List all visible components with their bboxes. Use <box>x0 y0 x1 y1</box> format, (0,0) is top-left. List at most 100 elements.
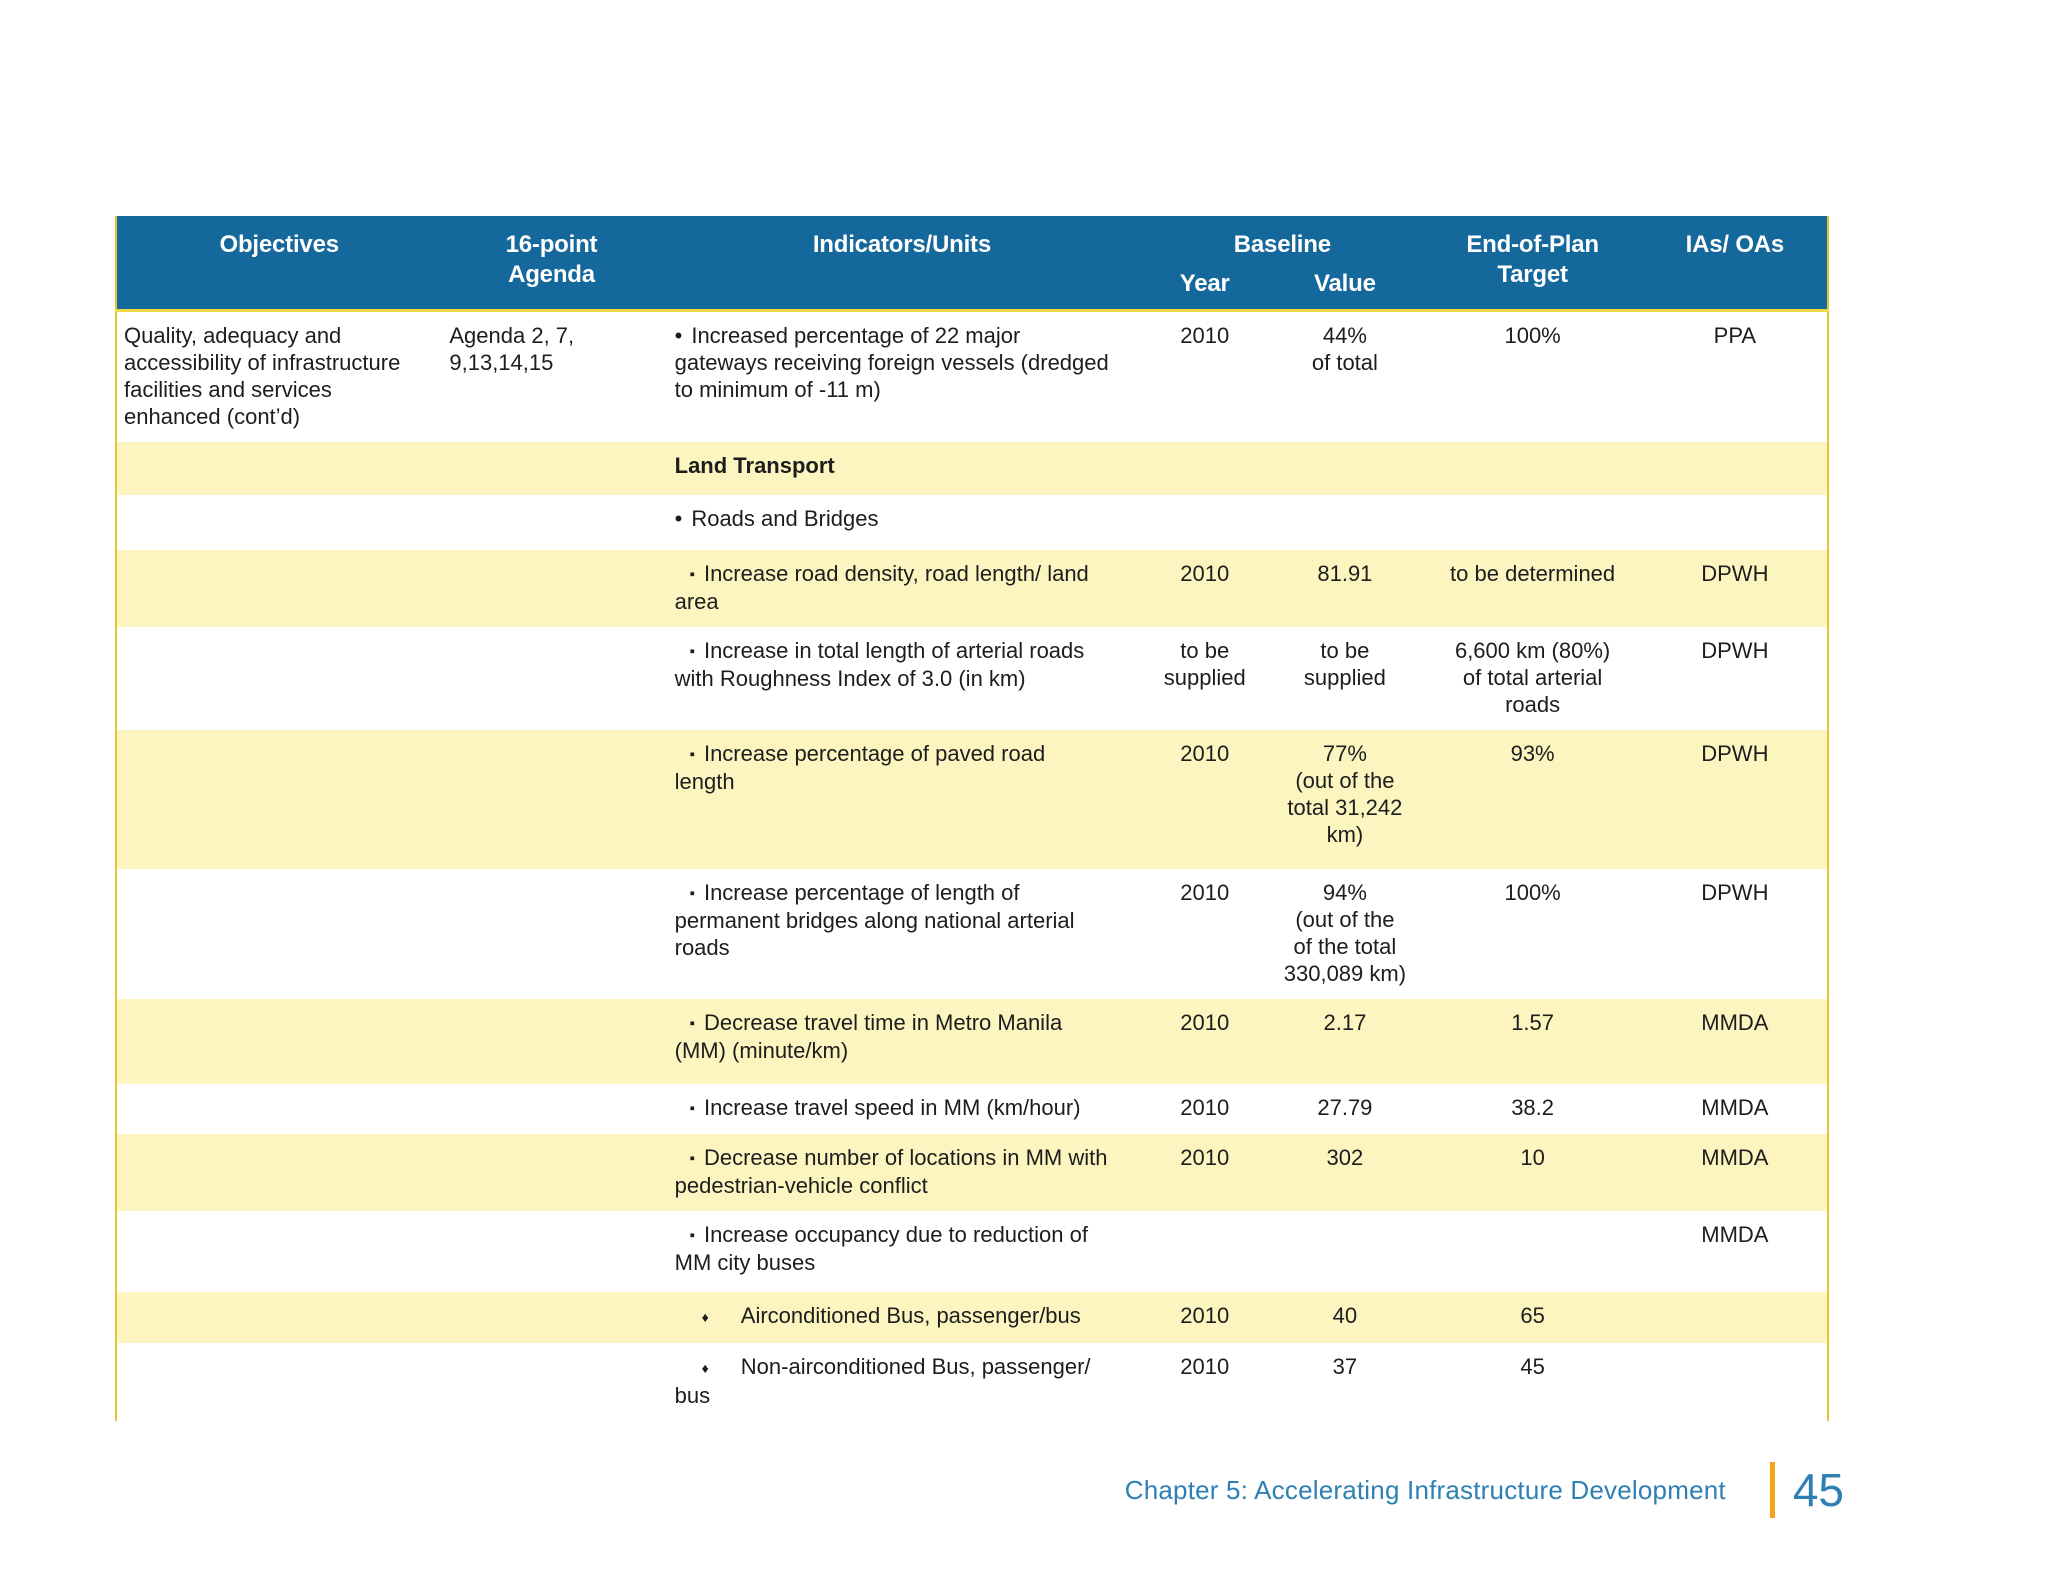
page-number: 45 <box>1792 1464 1844 1516</box>
indicator-cell: ▪ Increase road density, road length/ lan… <box>661 549 1143 627</box>
agenda-cell <box>441 626 662 730</box>
value-cell <box>1267 494 1423 550</box>
year-cell: 2010 <box>1142 1342 1268 1421</box>
year-cell: 2010 <box>1142 729 1268 869</box>
objective-cell <box>116 868 442 999</box>
agenda-cell <box>441 549 662 627</box>
bullet-icon: • <box>674 505 683 531</box>
indicator-text: ♦ Airconditioned Bus, passenger/bus <box>675 1302 1135 1331</box>
ias-cell: MMDA <box>1642 1083 1828 1134</box>
target-cell <box>1422 441 1643 495</box>
target-cell: 10 <box>1422 1133 1643 1211</box>
footer-accent-bar <box>1769 1462 1775 1518</box>
objective-cell <box>116 1291 442 1343</box>
header-agenda: 16-point Agenda <box>441 216 662 312</box>
value-cell: to be supplied <box>1267 626 1423 730</box>
table-row: • Roads and Bridges <box>116 494 1828 550</box>
table-row: ▪ Increase travel speed in MM (km/hour) 20… <box>116 1083 1828 1134</box>
indicators-table: Objectives 16-point Agenda Indicators/Un… <box>115 216 1829 1421</box>
square-bullet-icon: ▪ <box>689 1014 695 1032</box>
indicator-label: Non-airconditioned Bus, passenger/ bus <box>674 1353 1091 1408</box>
objective-cell <box>116 998 442 1084</box>
indicator-text: ▪ Increase percentage of length of perman… <box>675 879 1135 961</box>
header-objectives: Objectives <box>116 216 442 312</box>
indicator-text: ▪ Decrease travel time in Metro Manila (M… <box>675 1009 1135 1064</box>
year-cell: 2010 <box>1142 868 1268 999</box>
indicator-cell: • Increased percentage of 22 major gatewa… <box>661 310 1143 442</box>
ias-cell: DPWH <box>1642 626 1828 730</box>
indicator-cell: ▪ Increase percentage of length of perman… <box>661 868 1143 999</box>
target-cell: 6,600 km (80%) of total arterial roads <box>1422 626 1643 730</box>
value-cell: 37 <box>1267 1342 1423 1421</box>
square-bullet-icon: ▪ <box>689 1226 695 1244</box>
bullet-icon: • <box>674 322 683 348</box>
objective-cell <box>116 729 442 869</box>
header-year: Year <box>1142 268 1268 312</box>
ias-cell: DPWH <box>1642 549 1828 627</box>
indicator-cell: ♦ Airconditioned Bus, passenger/bus <box>661 1291 1143 1343</box>
indicator-text: ▪ Increase percentage of paved road lengt… <box>675 740 1135 795</box>
agenda-cell <box>441 1083 662 1134</box>
table-row: ▪ Increase percentage of length of perman… <box>116 868 1828 999</box>
year-cell: 2010 <box>1142 310 1268 442</box>
objective-cell <box>116 494 442 550</box>
indicator-label: Increase road density, road length/ land… <box>674 560 1089 614</box>
year-cell: 2010 <box>1142 998 1268 1084</box>
objective-cell <box>116 549 442 627</box>
table-row: ▪ Increase in total length of arterial ro… <box>116 626 1828 730</box>
indicator-text: ▪ Decrease number of locations in MM with… <box>675 1144 1135 1199</box>
diamond-bullet-icon: ♦ <box>701 1308 709 1325</box>
year-cell <box>1142 1210 1268 1292</box>
agenda-cell <box>441 868 662 999</box>
year-cell <box>1142 441 1268 495</box>
agenda-cell <box>441 729 662 869</box>
page-footer: Chapter 5: Accelerating Infrastructure D… <box>1125 1460 1844 1520</box>
indicator-label: Increase percentage of paved road length <box>674 740 1046 794</box>
square-bullet-icon: ▪ <box>689 745 695 763</box>
agenda-cell: Agenda 2, 7, 9,13,14,15 <box>441 310 662 442</box>
square-bullet-icon: ▪ <box>689 642 695 660</box>
value-cell: 27.79 <box>1267 1083 1423 1134</box>
table-row: ▪ Increase percentage of paved road lengt… <box>116 729 1828 869</box>
agenda-cell <box>441 1133 662 1211</box>
objective-cell <box>116 441 442 495</box>
indicator-cell: ♦ Non-airconditioned Bus, passenger/ bus <box>661 1342 1143 1421</box>
header-indicators: Indicators/Units <box>661 216 1143 312</box>
year-cell <box>1142 494 1268 550</box>
square-bullet-icon: ▪ <box>689 1099 695 1117</box>
year-cell: 2010 <box>1142 549 1268 627</box>
target-cell: 65 <box>1422 1291 1643 1343</box>
agenda-cell <box>441 1210 662 1292</box>
indicator-text: ▪ Increase road density, road length/ lan… <box>675 560 1135 615</box>
agenda-cell <box>441 998 662 1084</box>
ias-cell: DPWH <box>1642 868 1828 999</box>
table-row: ♦ Non-airconditioned Bus, passenger/ bus 2… <box>116 1342 1828 1421</box>
indicator-cell: ▪ Increase in total length of arterial ro… <box>661 626 1143 730</box>
objective-cell <box>116 1133 442 1211</box>
table-row: Quality, adequacy and accessibility of i… <box>116 310 1828 442</box>
indicator-text: Land Transport <box>675 452 1135 479</box>
agenda-cell <box>441 441 662 495</box>
agenda-cell <box>441 1291 662 1343</box>
table-body: Quality, adequacy and accessibility of i… <box>116 310 1828 1421</box>
value-cell <box>1267 441 1423 495</box>
year-cell: 2010 <box>1142 1291 1268 1343</box>
target-cell: 1.57 <box>1422 998 1643 1084</box>
square-bullet-icon: ▪ <box>689 565 695 583</box>
indicator-cell: ▪ Increase occupancy due to reduction of … <box>661 1210 1143 1292</box>
indicator-text: ♦ Non-airconditioned Bus, passenger/ bus <box>675 1353 1135 1409</box>
indicator-label: Increase percentage of length of permane… <box>674 879 1075 960</box>
indicator-label: Increased percentage of 22 major gateway… <box>674 322 1109 402</box>
value-cell: 302 <box>1267 1133 1423 1211</box>
table-row: ▪ Decrease number of locations in MM with… <box>116 1133 1828 1211</box>
indicator-cell: Land Transport <box>661 441 1143 495</box>
ias-cell: MMDA <box>1642 998 1828 1084</box>
value-cell: 77% (out of the total 31,242 km) <box>1267 729 1423 869</box>
objective-cell: Quality, adequacy and accessibility of i… <box>116 310 442 442</box>
ias-cell: DPWH <box>1642 729 1828 869</box>
value-cell: 81.91 <box>1267 549 1423 627</box>
ias-cell <box>1642 1291 1828 1343</box>
table-row: ▪ Decrease travel time in Metro Manila (M… <box>116 998 1828 1084</box>
table-row: ▪ Increase occupancy due to reduction of … <box>116 1210 1828 1292</box>
indicator-cell: ▪ Decrease travel time in Metro Manila (M… <box>661 998 1143 1084</box>
